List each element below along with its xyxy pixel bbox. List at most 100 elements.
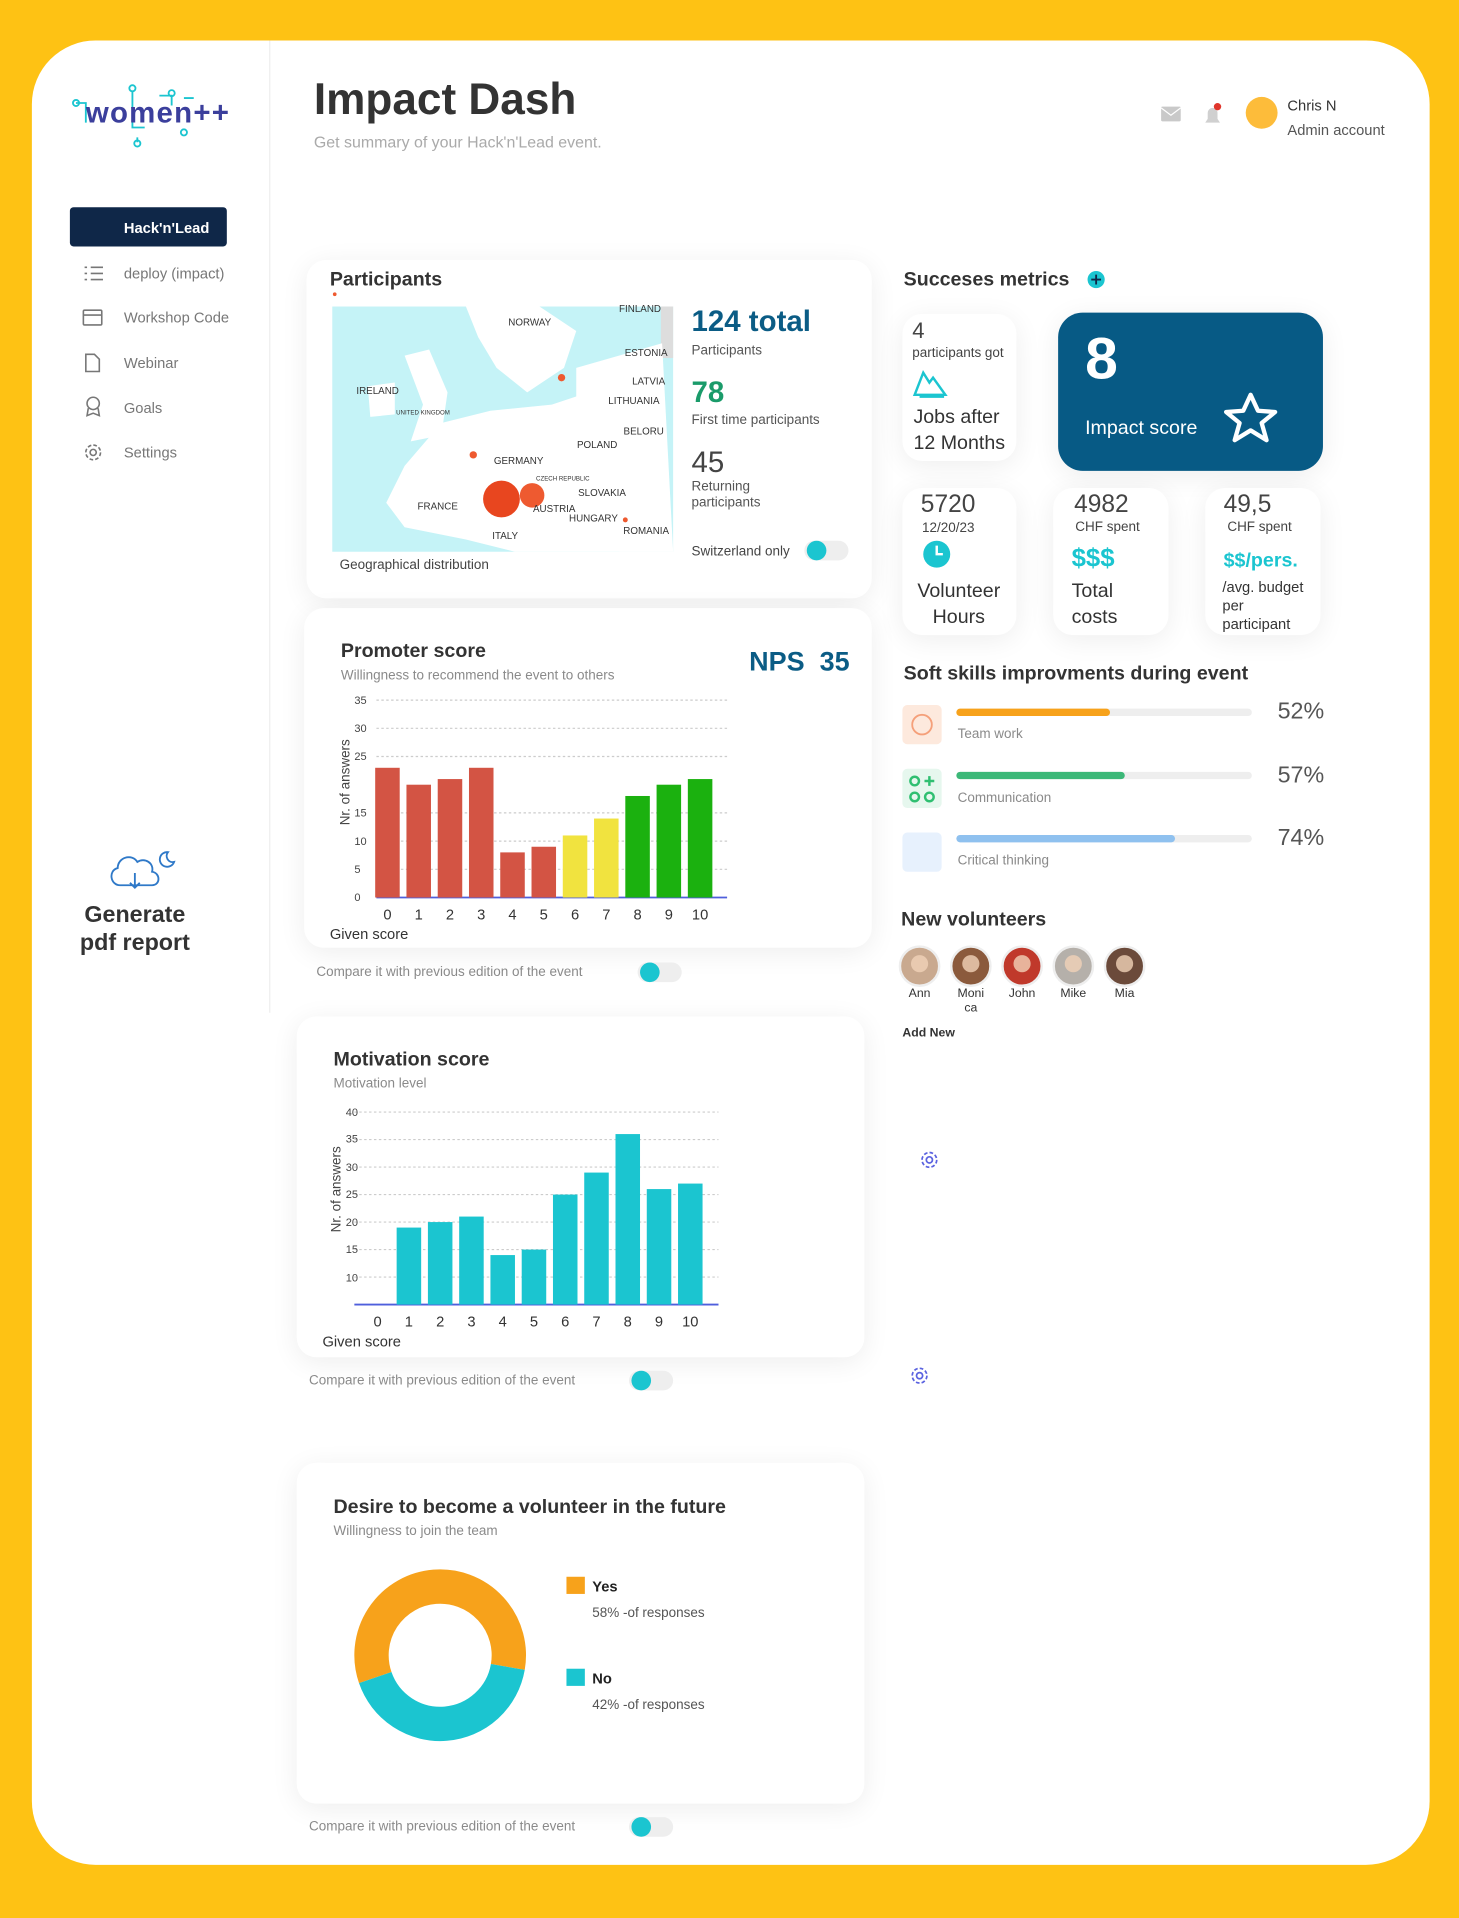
active-nav[interactable] (69, 207, 227, 247)
legend-label: Yes (592, 1577, 618, 1596)
bar (490, 1255, 515, 1305)
volunteer-name: Monica (957, 987, 985, 1016)
bar (646, 1189, 672, 1305)
compare-label: Compare it with previous edition of the … (308, 1373, 576, 1388)
bar (656, 784, 682, 898)
x-tick-label: 8 (633, 906, 642, 924)
metric-caption: 12/20/23 (922, 521, 975, 536)
x-tick-label: 8 (623, 1313, 632, 1331)
impact-number: 8 (1085, 326, 1118, 392)
country-label: HUNGARY (568, 513, 618, 525)
section-title: Succeses metrics (903, 269, 1070, 291)
total-label: Participants (691, 343, 763, 359)
chart-subtitle: Willingness to recommend the event to ot… (340, 668, 615, 683)
x-tick-label: 4 (508, 906, 517, 924)
bar (500, 852, 525, 898)
country-label: ROMANIA (623, 525, 670, 537)
header-icons[interactable] (1160, 96, 1278, 129)
bar (562, 835, 588, 898)
volunteer-name: Ann (908, 987, 931, 1001)
country-label: ITALY (492, 530, 519, 542)
x-axis-label: Given score (322, 1332, 401, 1350)
nav-item[interactable]: Webinar (123, 354, 179, 372)
x-tick-label: 1 (414, 906, 423, 924)
report-button[interactable]: Generate pdf report (79, 902, 190, 957)
total-count: 124 total (691, 305, 811, 339)
bar (687, 779, 713, 898)
bar (615, 1134, 641, 1305)
chart-title: Promoter score (340, 641, 486, 663)
avatar-face (1115, 955, 1134, 973)
bar (468, 767, 494, 898)
motivation-card (296, 1016, 865, 1358)
y-tick-label: 10 (354, 834, 367, 848)
value-label: 42% -of responses (592, 1698, 705, 1713)
y-tick-label: 30 (345, 1160, 359, 1174)
hours-card (902, 487, 1017, 636)
metric-caption: CHF spent (1075, 519, 1140, 535)
returning-count: 45 (691, 446, 725, 480)
toggles[interactable] (628, 540, 849, 1837)
y-axis-label: Nr. of answers (337, 739, 352, 825)
section-title: Soft skills improvments during event (903, 663, 1249, 685)
jobs-card (902, 313, 1017, 462)
skill-value: 52% (1277, 698, 1325, 725)
cloud-icon[interactable] (110, 851, 176, 889)
x-tick-label: 0 (373, 1313, 382, 1331)
country-label: BELORU (623, 426, 664, 438)
nav-item[interactable]: Hack'n'Lead (123, 219, 210, 237)
chart-subtitle: Motivation level (333, 1076, 427, 1092)
skill-value: 74% (1277, 825, 1325, 851)
metric-number: 4982 (1074, 491, 1129, 519)
avatar-face (1013, 955, 1031, 973)
country-label: ESTONIA (624, 347, 668, 359)
add-volunteer[interactable]: Add New (902, 1026, 955, 1041)
bar (375, 767, 400, 898)
bar (427, 1222, 453, 1305)
country-label: NORWAY (508, 316, 552, 328)
legend-swatch (566, 1668, 585, 1686)
country-label: CZECH REPUBLIC (536, 475, 590, 484)
x-tick-label: 9 (664, 906, 673, 924)
y-tick-label: 40 (345, 1105, 359, 1119)
country-label: FINLAND (619, 303, 662, 315)
y-tick-label: 30 (354, 722, 367, 735)
x-tick-label: 9 (654, 1313, 664, 1331)
skill-name: Communication (957, 790, 1052, 805)
metric-icons (902, 270, 1278, 1384)
country-label: IRELAND (356, 385, 399, 397)
x-tick-label: 4 (498, 1313, 507, 1331)
x-tick-label: 3 (477, 906, 486, 924)
metric-number: 5720 (920, 491, 976, 519)
bar (594, 818, 619, 898)
x-tick-label: 5 (529, 1313, 539, 1331)
bar (584, 1172, 609, 1305)
nav-item[interactable]: deploy (impact) (123, 264, 225, 283)
donut-segment (359, 1663, 525, 1742)
avatar-face (910, 955, 929, 973)
y-tick-label: 25 (354, 750, 367, 763)
donut-segment (354, 1569, 526, 1684)
skill-name: Team work (957, 727, 1023, 742)
impact-card (1058, 312, 1323, 471)
bar (625, 795, 650, 898)
metric-caption: CHF spent (1227, 519, 1292, 535)
x-tick-label: 10 (691, 906, 709, 924)
nav-item[interactable]: Goals (123, 399, 163, 417)
progress-bar (956, 834, 1176, 843)
x-tick-label: 7 (602, 906, 611, 924)
country-label: GERMANY (493, 455, 544, 467)
logo: women++ (85, 96, 231, 130)
x-tick-label: 2 (445, 906, 455, 924)
chart-title: Desire to become a volunteer in the futu… (333, 1497, 726, 1518)
country-label: LATVIA (632, 375, 666, 387)
nav-item[interactable]: Workshop Code (123, 308, 230, 327)
x-tick-label: 6 (561, 1313, 570, 1331)
nav-icons (82, 266, 103, 461)
legend-swatch (566, 1576, 585, 1594)
page-subtitle: Get summary of your Hack'n'Lead event. (313, 133, 602, 152)
metric-label: Total costs (1071, 581, 1118, 628)
nav-item[interactable]: Settings (123, 443, 177, 462)
